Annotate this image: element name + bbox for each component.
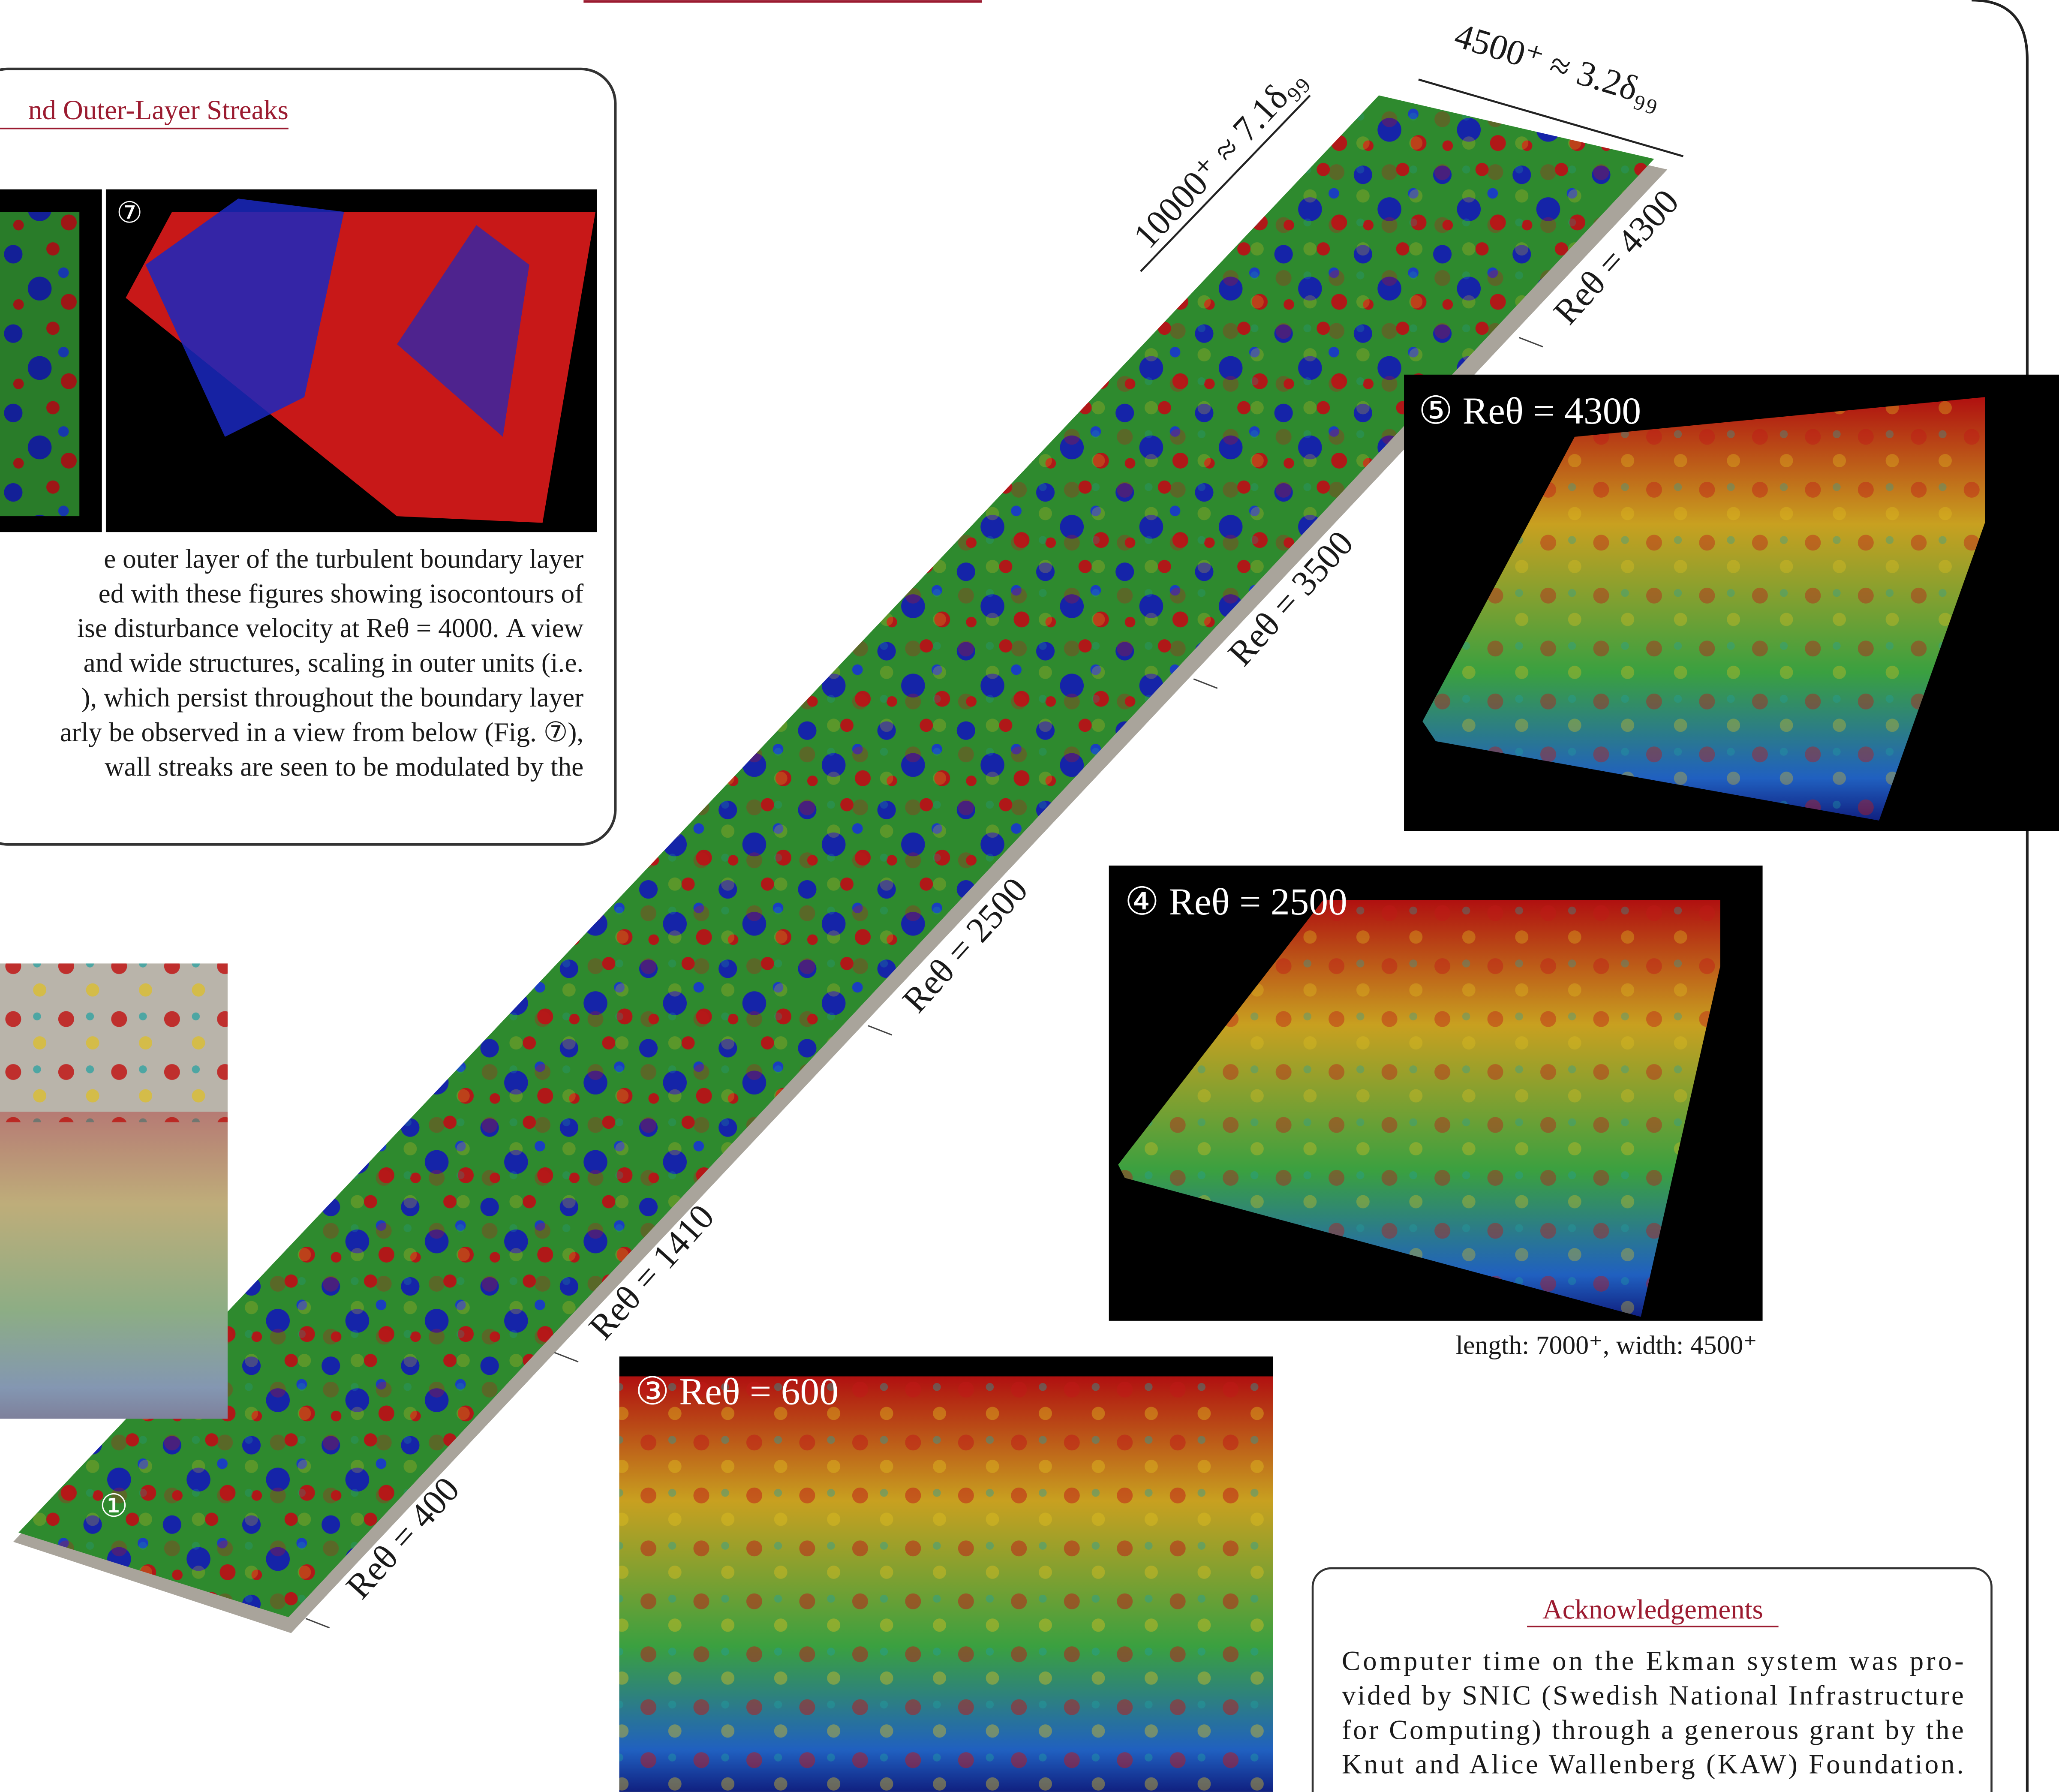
width-label: 4500⁺ ≈ 3.2δ₉₉ [1450,15,1667,116]
paragraph-line: wall streaks are seen to be modulated by… [105,752,583,782]
panel-2-render [0,1112,228,1419]
paragraph-line: e outer layer of the turbulent boundary … [104,544,583,574]
panel-label: ④ Reθ = 2500 [1125,881,1347,923]
poster: nd Outer-Layer Streaks ⑦ e outer layer o… [0,0,2059,1792]
paragraph-line: arly be observed in a view from below (F… [60,717,584,747]
ack-line: Knut and Alice Wallenberg (KAW) Foundati… [1342,1749,1964,1780]
paragraph-line: and wide structures, scaling in outer un… [84,648,584,678]
panel-3-render [619,1376,1273,1792]
paragraph-line: ), which persist throughout the boundary… [81,683,583,713]
paragraph: e outer layer of the turbulent boundary … [60,544,584,782]
figure-6-render [0,212,79,516]
start-label: ① [99,1489,128,1524]
ack-title: Acknowledgements [1542,1594,1763,1625]
paragraph-line: ise disturbance velocity at Reθ = 4000. … [77,613,584,643]
panel-caption: length: 7000⁺, width: 4500⁺ [1456,1331,1757,1360]
page: { "outer_box": { "title": "nd Outer-Laye… [0,0,2059,1792]
paragraph-line: ed with these figures showing isocontour… [99,578,584,608]
station-tick [306,1618,330,1628]
panel-label: ③ Reθ = 600 [635,1370,839,1413]
panel-label: ⑤ Reθ = 4300 [1419,390,1641,432]
station-tick [1519,337,1543,347]
station-tick [554,1353,578,1362]
panel-2-render [0,963,228,1122]
page-border [1972,0,2027,1792]
station-tick [868,1026,892,1035]
box-title: nd Outer-Layer Streaks [28,95,289,126]
figure-label: ⑦ [117,196,143,229]
station-tick [1193,679,1217,689]
ack-line: vided by SNIC (Swedish National Infrastr… [1342,1680,1964,1711]
ack-line: for Computing) through a generous grant … [1342,1714,1964,1745]
